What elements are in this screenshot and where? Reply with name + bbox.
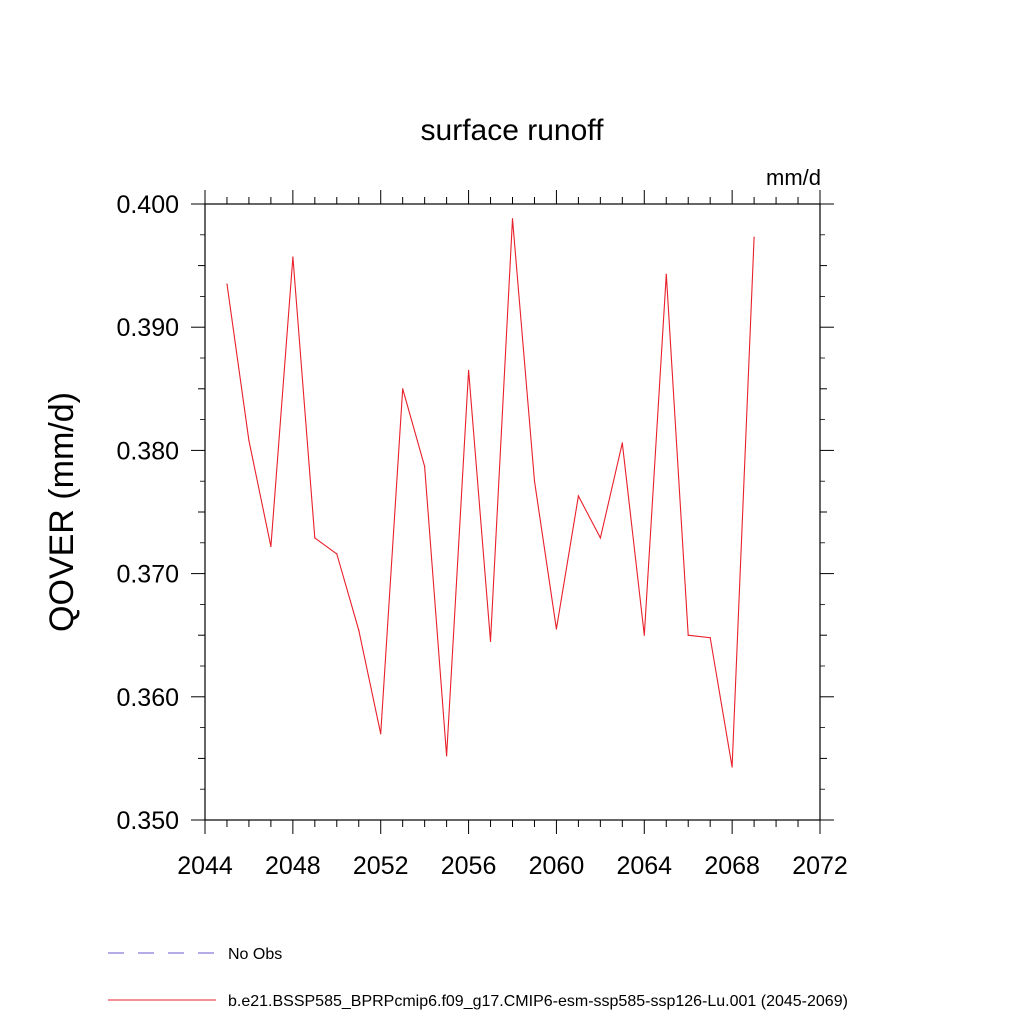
data-point — [380, 733, 382, 735]
y-tick-label: 0.370 — [116, 561, 179, 589]
data-point — [555, 628, 558, 630]
x-tick-label: 2056 — [441, 852, 497, 880]
data-point — [489, 640, 492, 642]
data-point — [599, 537, 601, 539]
x-tick-label: 2068 — [704, 852, 760, 880]
y-tick-label: 0.350 — [116, 807, 179, 835]
data-point — [665, 273, 667, 275]
data-point — [731, 766, 733, 768]
x-tick-label: 2044 — [177, 852, 233, 880]
data-point — [577, 495, 579, 497]
data-point — [643, 634, 645, 636]
y-axis-label: QOVER (mm/d) — [43, 392, 81, 632]
data-point — [467, 369, 470, 371]
data-point — [270, 545, 272, 548]
x-tick-label: 2064 — [616, 852, 672, 880]
plot-area: 0.350 0.360 0.370 0.380 0.390 0.400 2044 2048 20… — [116, 190, 848, 880]
data-point — [424, 465, 426, 468]
data-point — [358, 629, 360, 631]
data-point — [292, 256, 294, 258]
y-tick-label: 0.390 — [116, 314, 179, 342]
y-tick-label: 0.380 — [116, 437, 179, 465]
data-point — [687, 634, 689, 636]
y-tick-label: 0.400 — [116, 191, 179, 219]
x-tick-label: 2060 — [529, 852, 585, 880]
y-tick-label: 0.360 — [116, 684, 179, 712]
data-point — [621, 442, 623, 444]
data-point — [226, 283, 228, 285]
data-point — [402, 388, 404, 390]
data-point — [511, 218, 514, 220]
data-point — [753, 236, 755, 238]
legend: No Obs b.e21.BSSP585_BPRPcmip6.f09_g17.CM… — [108, 946, 848, 1010]
data-point — [533, 480, 536, 482]
units-label: mm/d — [766, 165, 821, 190]
data-point — [314, 537, 316, 539]
x-tick-label: 2052 — [353, 852, 409, 880]
legend-label: No Obs — [228, 946, 282, 963]
x-tick-label: 2048 — [265, 852, 321, 880]
data-point — [446, 755, 448, 757]
data-point — [709, 637, 711, 639]
x-tick-label: 2072 — [792, 852, 848, 880]
data-point — [248, 439, 250, 442]
chart-title: surface runoff — [421, 114, 605, 147]
legend-label: b.e21.BSSP585_BPRPcmip6.f09_g17.CMIP6-es… — [228, 993, 848, 1010]
data-point — [336, 553, 338, 555]
